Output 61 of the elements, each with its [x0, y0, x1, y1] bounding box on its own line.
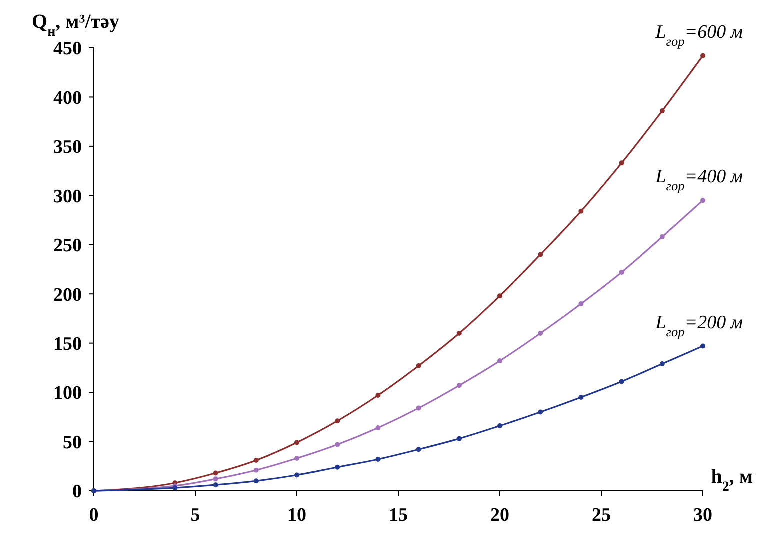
y-tick-label: 300 [54, 186, 82, 208]
x-axis-title: h$_{2}$, м [711, 466, 753, 494]
point [578, 394, 584, 400]
series-label: L$_{гор}$=400 м [654, 166, 743, 194]
point [578, 301, 584, 306]
point [700, 344, 706, 349]
point [660, 234, 665, 240]
point [700, 53, 706, 58]
y-tick-label: 200 [54, 284, 82, 306]
point [538, 330, 544, 336]
point [538, 410, 544, 415]
point [456, 330, 462, 336]
x-tick-label: 10 [288, 505, 306, 526]
point [254, 468, 259, 473]
x-tick-label: 15 [389, 505, 408, 526]
point [619, 270, 624, 275]
x-tick-label: 20 [490, 505, 510, 526]
point [700, 198, 706, 204]
y-tick-label: 100 [54, 383, 82, 404]
point [660, 362, 665, 367]
point [498, 424, 502, 429]
point [254, 478, 259, 484]
point [335, 464, 340, 470]
point [416, 447, 422, 452]
point [456, 383, 462, 388]
point [213, 482, 218, 488]
x-tick-label: 5 [190, 505, 200, 526]
point [213, 476, 218, 482]
point [254, 458, 259, 463]
point [294, 472, 300, 478]
point [335, 442, 340, 448]
point [498, 294, 502, 299]
y-tick-label: 400 [54, 88, 82, 109]
x-tick-label: 25 [592, 505, 611, 526]
point [619, 160, 624, 166]
point [294, 440, 300, 446]
y-axis-title: Q$_{н}$, м³/тәу [32, 11, 120, 40]
y-tick-label: 150 [54, 334, 82, 355]
point [538, 252, 544, 258]
y-tick-label: 350 [54, 137, 82, 158]
point [376, 457, 381, 462]
point [294, 456, 300, 462]
y-tick-label: 250 [54, 236, 82, 257]
point [213, 470, 218, 476]
point [416, 363, 422, 368]
y-tick-label: 0 [72, 482, 82, 503]
series-label: L$_{гор}$=600 м [654, 22, 743, 48]
x-tick-label: 0 [89, 505, 99, 526]
point [376, 393, 381, 398]
point [660, 108, 665, 114]
point [498, 358, 502, 364]
point [619, 379, 624, 384]
point [578, 208, 584, 214]
x-tick-label: 30 [694, 505, 712, 526]
point [416, 406, 422, 411]
y-tick-label: 450 [54, 38, 82, 60]
series-label: L$_{гор}$=200 м [654, 312, 743, 339]
point [376, 425, 381, 430]
point [335, 418, 340, 424]
point [456, 436, 462, 442]
y-tick-label: 50 [63, 432, 82, 454]
